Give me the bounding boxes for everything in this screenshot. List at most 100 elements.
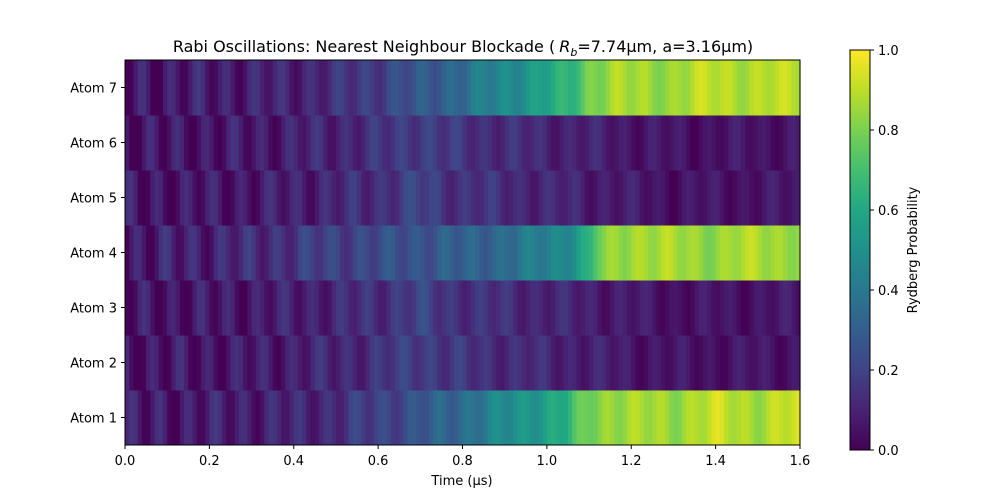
heatmap-cell [770,225,776,281]
heatmap-cell [238,60,244,116]
heatmap-cell [196,225,202,281]
heatmap-cell [757,60,763,116]
heatmap-cell [293,335,299,391]
heatmap-cell [319,335,324,391]
x-tick-label: 0.6 [368,454,389,469]
heatmap-cell [669,115,675,171]
heatmap-cell [622,170,628,226]
heatmap-cell [567,60,573,116]
heatmap-cell [327,115,333,171]
heatmap-cell [551,280,556,336]
heatmap-cell [458,115,464,171]
heatmap-cell [601,390,607,446]
heatmap-cell [133,115,139,171]
heatmap-cell [627,335,632,391]
heatmap-cell [665,170,670,226]
heatmap-cell [234,225,240,281]
heatmap-cell [508,115,514,171]
heatmap-cell [125,390,130,446]
heatmap-cell [795,335,801,391]
heatmap-cell [323,60,329,116]
heatmap-cell [386,335,392,391]
heatmap-cell [504,335,510,391]
heatmap-cell [766,390,772,446]
heatmap-cell [205,115,210,171]
heatmap-cell [542,225,548,281]
heatmap-cell [445,390,451,446]
heatmap-cell [335,335,341,391]
heatmap-cell [158,335,164,391]
heatmap-cell [281,225,286,281]
heatmap-cell [420,60,426,116]
heatmap-cell [179,335,185,391]
heatmap-cell [690,335,696,391]
heatmap-cell [260,335,265,391]
heatmap-cell [462,60,468,116]
heatmap-cell [492,170,497,226]
heatmap-cell [297,280,303,336]
heatmap-cell [437,335,443,391]
heatmap-cell [314,170,320,226]
heatmap-cell [310,60,316,116]
heatmap-cell [795,225,801,281]
heatmap-cell [745,225,750,281]
heatmap-cell [702,170,708,226]
y-tick-label: Atom 1 [70,412,117,427]
heatmap-cell [255,390,261,446]
heatmap-cell [167,170,173,226]
heatmap-cell [639,335,645,391]
heatmap-cell [757,390,763,446]
heatmap-cell [698,225,704,281]
title-subscript: b [570,46,577,59]
heatmap-cell [470,115,476,171]
heatmap-cell [749,280,755,336]
heatmap-cell [213,225,219,281]
heatmap-cell [302,225,308,281]
heatmap-cell [466,390,472,446]
heatmap-cell [437,60,443,116]
heatmap-cell [496,335,502,391]
heatmap-cell [432,60,438,116]
heatmap-cell [340,170,345,226]
heatmap-cell [572,390,578,446]
heatmap-cell [504,225,510,281]
heatmap-cell [285,280,291,336]
heatmap-cell [462,170,468,226]
heatmap-cell [416,390,421,446]
heatmap-cell [251,280,257,336]
heatmap-cell [500,280,506,336]
heatmap-cell [306,115,312,171]
heatmap-cell [302,335,308,391]
heatmap-cell [597,115,603,171]
heatmap-cell [487,390,493,446]
heatmap-cell [424,60,430,116]
heatmap-cell [416,60,421,116]
heatmap-cell [137,390,143,446]
heatmap-cell [335,280,341,336]
heatmap-cell [407,170,413,226]
heatmap-cell [669,60,675,116]
heatmap-cell [601,60,607,116]
heatmap-cell [293,60,299,116]
heatmap-cell [631,335,637,391]
heatmap-cell [146,225,151,281]
heatmap-row [125,115,801,171]
heatmap-cell [184,115,189,171]
x-axis: 0.0 0.2 0.4 0.6 0.8 1.0 1.2 1.4 1.6 [115,445,810,469]
colorbar-tick-label: 0.6 [878,204,899,219]
heatmap-cell [141,115,147,171]
x-tick-label: 0.4 [283,454,304,469]
heatmap-cell [665,335,670,391]
heatmap-cell [213,335,219,391]
heatmap-cell [129,390,135,446]
heatmap-cell [205,225,210,281]
heatmap-cell [348,280,354,336]
x-tick-label: 1.0 [537,454,558,469]
title-text: Rabi Oscillations: Nearest Neighbour Blo… [173,37,555,56]
heatmap-cell [610,225,615,281]
heatmap-cell [698,60,704,116]
heatmap-cell [694,225,700,281]
heatmap-cell [441,60,447,116]
heatmap-cell [264,225,270,281]
